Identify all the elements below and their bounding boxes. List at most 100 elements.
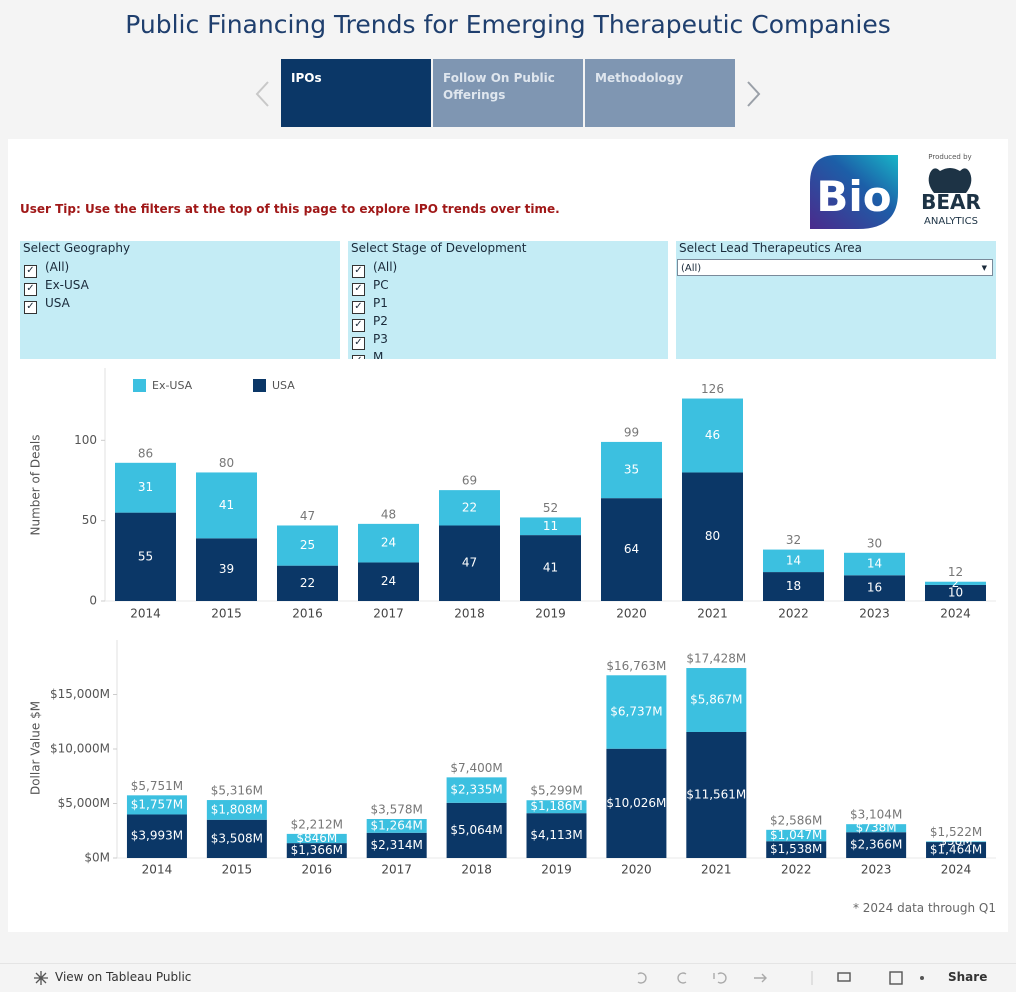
filter-title: Select Geography [23, 241, 131, 255]
segment-label: $1,757M [131, 797, 183, 811]
x-tick-label: 2018 [461, 863, 492, 877]
segment-label: 10 [948, 585, 963, 599]
checkbox[interactable]: ✓ [352, 337, 365, 350]
bar-segment [196, 472, 257, 539]
bar-segment [366, 818, 427, 833]
total-label: 69 [462, 474, 477, 488]
y-tick-label: 100 [74, 433, 97, 447]
filter-option[interactable]: ✓M [352, 348, 383, 359]
x-tick-label: 2020 [621, 863, 652, 877]
segment-label: $3,993M [131, 829, 183, 843]
total-label: $2,212M [291, 817, 343, 831]
x-tick-label: 2016 [292, 607, 323, 621]
bar-segment [766, 829, 827, 842]
bar-segment [439, 525, 500, 601]
filter-option[interactable]: ✓ (All) [352, 258, 397, 278]
footer-bar: View on Tableau Public Share [0, 963, 1016, 992]
segment-label: 80 [705, 529, 720, 543]
total-label: 12 [948, 565, 963, 579]
segment-label: 25 [300, 538, 315, 552]
bar-segment [766, 841, 827, 858]
view-link[interactable]: View on Tableau Public [55, 970, 192, 984]
toolbar-icons [637, 971, 924, 985]
segment-label: $4,113M [530, 828, 582, 842]
segment-label: $6,737M [610, 704, 662, 718]
total-label: $5,316M [211, 784, 263, 798]
share-button[interactable]: Share [948, 970, 988, 984]
y-tick-label: $5,000M [58, 796, 110, 810]
tab[interactable]: IPOs [281, 59, 431, 127]
bear-text: BEAR [921, 190, 981, 214]
segment-label: 24 [381, 536, 396, 550]
segment-label: 47 [462, 556, 477, 570]
option-label: Ex-USA [45, 278, 89, 292]
checkbox[interactable]: ✓ [352, 355, 365, 359]
segment-label: 35 [624, 463, 639, 477]
checkbox[interactable]: ✓ [24, 301, 37, 314]
segment-label: $3,508M [211, 831, 263, 845]
segment-label: 24 [381, 574, 396, 588]
y-tick-label: 0 [89, 594, 97, 608]
option-label: P3 [373, 332, 388, 346]
checkbox[interactable]: ✓ [24, 265, 37, 278]
filter-geography: Select Geography ✓ (All) ✓ Ex-USA ✓ USA [20, 241, 340, 359]
segment-label: 22 [300, 576, 315, 590]
filter-option[interactable]: ✓ PC [352, 276, 389, 296]
legend-label: USA [272, 379, 295, 392]
bar-segment [686, 668, 747, 732]
bar-segment [366, 832, 427, 858]
bar-segment [846, 832, 907, 858]
filter-stage: Select Stage of Development ✓ (All) ✓ PC ✓ P1 ✓… [348, 241, 668, 359]
total-label: 52 [543, 501, 558, 515]
checkbox[interactable]: ✓ [352, 319, 365, 332]
bar-segment [446, 777, 507, 803]
bar-segment [686, 731, 747, 858]
checkbox[interactable]: ✓ [24, 283, 37, 296]
total-label: 80 [219, 456, 234, 470]
tab[interactable]: Follow On Public Offerings [433, 59, 583, 127]
bar-segment [126, 795, 187, 815]
segment-label: 31 [138, 480, 153, 494]
total-label: $7,400M [450, 761, 502, 775]
total-label: 32 [786, 533, 801, 547]
bar-segment [286, 833, 347, 844]
option-label: M [373, 350, 384, 359]
x-tick-label: 2014 [142, 863, 173, 877]
segment-label: $1,047M [770, 828, 822, 842]
filter-option[interactable]: ✓ USA [24, 294, 70, 314]
filter-title: Select Lead Therapeutics Area [679, 241, 863, 255]
filter-option[interactable]: ✓ (All) [24, 258, 69, 278]
filter-option[interactable]: ✓ P2 [352, 312, 388, 332]
checkbox[interactable]: ✓ [352, 283, 365, 296]
bar-segment [526, 800, 587, 814]
bar-segment [682, 472, 743, 601]
option-label: P1 [373, 296, 388, 310]
dropdown[interactable]: (All) ▼ [677, 259, 993, 276]
bar-segment [763, 549, 824, 573]
legend-label: Ex-USA [152, 379, 193, 392]
tab[interactable]: Methodology [585, 59, 735, 127]
next-arrow[interactable] [743, 80, 763, 110]
total-label: 48 [381, 507, 396, 521]
filter-option[interactable]: ✓ P3 [352, 330, 388, 350]
total-label: 126 [701, 382, 724, 396]
segment-label: 2 [952, 576, 960, 590]
x-tick-label: 2019 [535, 607, 566, 621]
user-tip: User Tip: Use the filters at the top of … [20, 202, 560, 216]
segment-label: $1,186M [530, 799, 582, 813]
filter-option[interactable]: ✓ P1 [352, 294, 388, 314]
prev-arrow[interactable] [253, 80, 273, 110]
bar-segment [520, 517, 581, 536]
option-label: PC [373, 278, 389, 292]
filter-option[interactable]: ✓ Ex-USA [24, 276, 89, 296]
checkbox[interactable]: ✓ [352, 265, 365, 278]
segment-label: 22 [462, 500, 477, 514]
x-tick-label: 2023 [859, 607, 890, 621]
x-tick-label: 2022 [781, 863, 812, 877]
checkbox[interactable]: ✓ [352, 301, 365, 314]
total-label: $16,763M [606, 659, 666, 673]
bar-segment [439, 490, 500, 526]
total-label: 86 [138, 446, 153, 460]
bear-logo: Produced by BEAR ANALYTICS [921, 153, 981, 227]
